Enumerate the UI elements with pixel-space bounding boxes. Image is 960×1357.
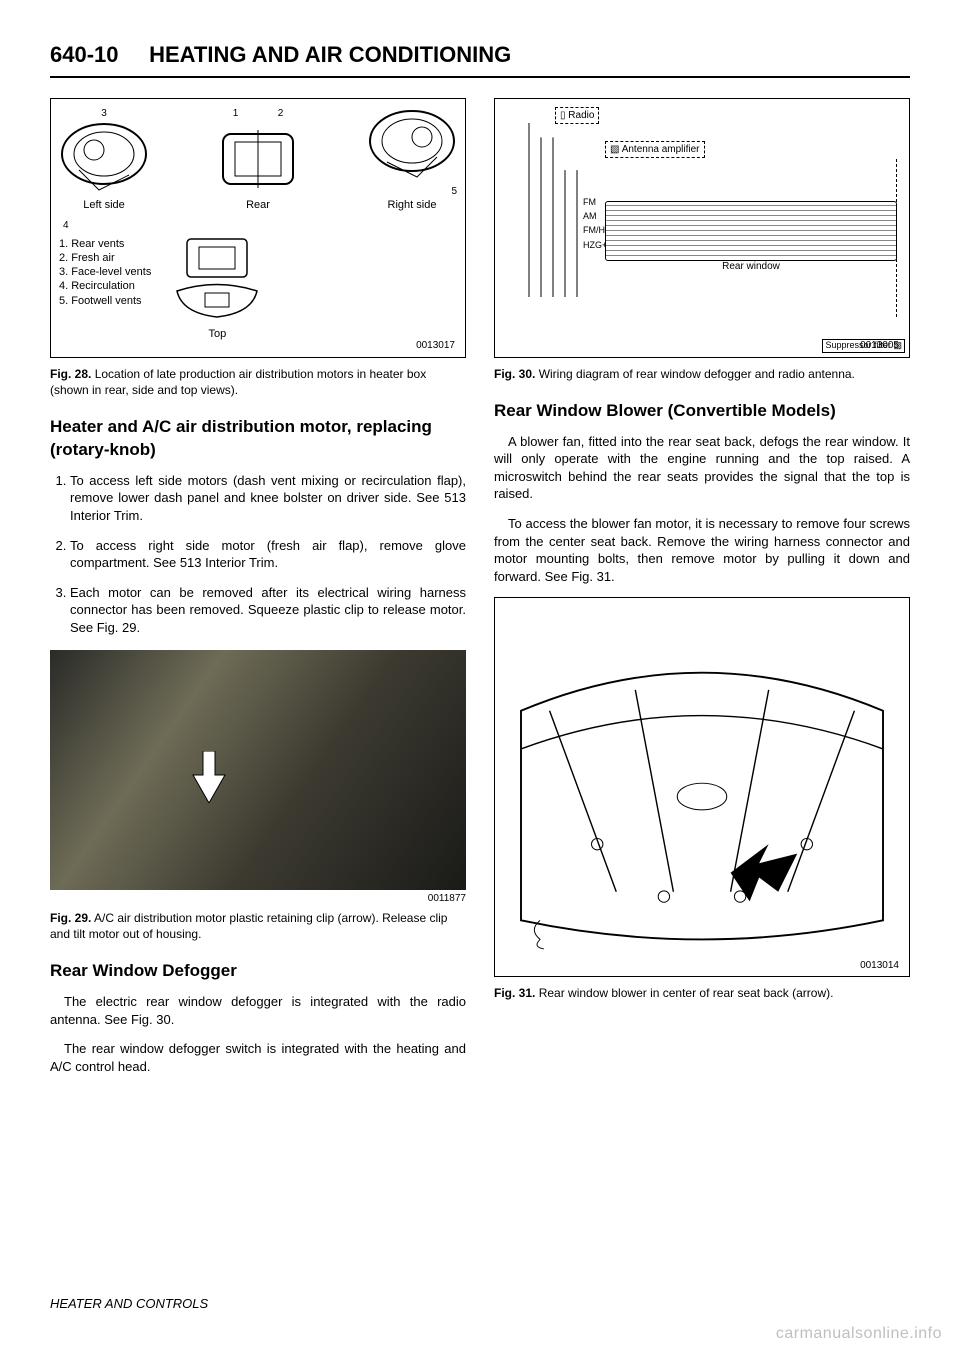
section2-title: Rear Window Defogger	[50, 960, 466, 983]
list-item: 3. Face-level vents	[59, 265, 151, 279]
list-item: To access left side motors (dash vent mi…	[70, 472, 466, 525]
left-column: 3 Left side 1 2 Re	[50, 98, 466, 1088]
figure-31: 0013014	[494, 597, 910, 977]
right-column: ▯ Radio ▧ Antenna amplifier FM AM FM/HZG…	[494, 98, 910, 1088]
figure-id: 0011877	[50, 892, 466, 906]
section1-steps: To access left side motors (dash vent mi…	[70, 472, 466, 636]
page-footer: HEATER AND CONTROLS	[50, 1295, 208, 1313]
amplifier-label: ▧ Antenna amplifier	[605, 141, 705, 159]
fig29-caption: Fig. 29. A/C air distribution motor plas…	[50, 910, 466, 942]
fig28-bold: Fig. 28.	[50, 367, 91, 381]
fig30-bold: Fig. 30.	[494, 367, 535, 381]
vent-left-icon	[59, 120, 149, 198]
chapter-title: HEATING AND AIR CONDITIONING	[149, 42, 511, 67]
fig28-caption: Fig. 28. Location of late production air…	[50, 366, 466, 398]
fig28-text: Location of late production air distribu…	[50, 367, 426, 397]
fig31-bold: Fig. 31.	[494, 986, 535, 1000]
figure-29-photo	[50, 650, 466, 890]
callout-2: 2	[278, 107, 284, 121]
body-text: A blower fan, fitted into the rear seat …	[494, 433, 910, 503]
fig30-text: Wiring diagram of rear window defogger a…	[539, 367, 855, 381]
fig31-text: Rear window blower in center of rear sea…	[539, 986, 834, 1000]
label-rear: Rear	[213, 198, 303, 213]
rear-window-label: Rear window	[722, 260, 780, 274]
figure-30: ▯ Radio ▧ Antenna amplifier FM AM FM/HZG…	[494, 98, 910, 358]
parts-list: 1. Rear vents 2. Fresh air 3. Face-level…	[59, 237, 151, 308]
list-item: 4. Recirculation	[59, 279, 151, 293]
callout-4: 4	[63, 219, 457, 233]
callout-5: 5	[451, 186, 457, 197]
label-text: Radio	[568, 110, 594, 121]
list-item: 2. Fresh air	[59, 251, 151, 265]
step-text: Each motor can be removed after its elec…	[70, 585, 466, 635]
figure-28: 3 Left side 1 2 Re	[50, 98, 466, 358]
vent-right-icon	[367, 107, 457, 185]
callout-1: 1	[233, 107, 239, 121]
label-top: Top	[157, 327, 277, 342]
fig30-caption: Fig. 30. Wiring diagram of rear window d…	[494, 366, 910, 382]
radio-label: ▯ Radio	[555, 107, 599, 125]
list-item: 5. Footwell vents	[59, 294, 151, 308]
rear-window-icon: Rear window	[605, 201, 897, 261]
figure-id: 0013005	[860, 339, 899, 353]
figure-id: 0013014	[860, 959, 899, 973]
callout-3: 3	[59, 107, 149, 121]
section1-title: Heater and A/C air distribution motor, r…	[50, 416, 466, 462]
page-number: 640-10	[50, 42, 119, 67]
body-text: The rear window defogger switch is integ…	[50, 1040, 466, 1075]
step-text: To access left side motors (dash vent mi…	[70, 473, 466, 523]
list-item: 1. Rear vents	[59, 237, 151, 251]
list-item: Each motor can be removed after its elec…	[70, 584, 466, 637]
fig31-caption: Fig. 31. Rear window blower in center of…	[494, 985, 910, 1001]
list-item: To access right side motor (fresh air fl…	[70, 537, 466, 572]
fig29-text: A/C air distribution motor plastic retai…	[50, 911, 447, 941]
watermark: carmanualsonline.info	[776, 1323, 942, 1345]
vent-top-icon: Top	[157, 233, 277, 323]
body-text: The electric rear window defogger is int…	[50, 993, 466, 1028]
label-text: Antenna amplifier	[622, 144, 700, 155]
figure-id: 0013017	[416, 339, 455, 353]
fig29-bold: Fig. 29.	[50, 911, 91, 925]
body-text: To access the blower fan motor, it is ne…	[494, 515, 910, 585]
label-right: Right side	[367, 198, 457, 213]
section3-title: Rear Window Blower (Convertible Models)	[494, 400, 910, 423]
vent-rear-icon	[213, 120, 303, 198]
label-left: Left side	[59, 198, 149, 213]
page-header: 640-10 HEATING AND AIR CONDITIONING	[50, 40, 910, 78]
step-text: To access right side motor (fresh air fl…	[70, 538, 466, 571]
arrow-icon	[191, 751, 227, 803]
